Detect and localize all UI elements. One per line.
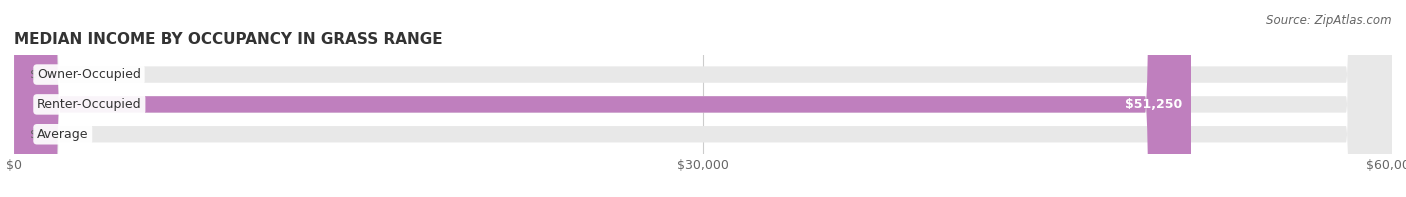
FancyBboxPatch shape	[14, 0, 1392, 197]
Text: $0: $0	[30, 128, 46, 141]
Text: MEDIAN INCOME BY OCCUPANCY IN GRASS RANGE: MEDIAN INCOME BY OCCUPANCY IN GRASS RANG…	[14, 32, 443, 47]
Text: $51,250: $51,250	[1125, 98, 1182, 111]
FancyBboxPatch shape	[14, 0, 1392, 197]
Text: $0: $0	[30, 68, 46, 81]
Text: Average: Average	[37, 128, 89, 141]
Text: Source: ZipAtlas.com: Source: ZipAtlas.com	[1267, 14, 1392, 27]
Text: Renter-Occupied: Renter-Occupied	[37, 98, 142, 111]
FancyBboxPatch shape	[14, 0, 1191, 197]
FancyBboxPatch shape	[14, 0, 1392, 197]
Text: Owner-Occupied: Owner-Occupied	[37, 68, 141, 81]
